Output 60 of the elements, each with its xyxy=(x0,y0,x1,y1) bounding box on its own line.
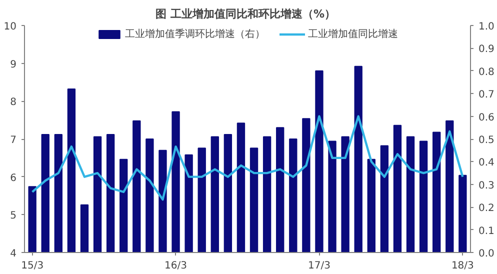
bar xyxy=(210,136,219,252)
y2-tick-label: 0.2 xyxy=(478,203,494,214)
bar xyxy=(458,174,467,252)
y2-tick-label: 0.7 xyxy=(478,90,494,101)
x-tick-label: 17/3 xyxy=(308,260,330,272)
bar xyxy=(28,186,36,252)
y2-tick-label: 0.0 xyxy=(478,248,494,260)
bar xyxy=(367,158,376,252)
y2-tick-label: 0.9 xyxy=(478,44,494,56)
bar xyxy=(172,111,180,252)
bar xyxy=(120,158,128,252)
line-series xyxy=(31,115,464,201)
bar xyxy=(315,70,324,252)
bar xyxy=(41,134,50,252)
bar xyxy=(262,136,272,252)
x-tick-label: 16/3 xyxy=(164,260,188,272)
bar xyxy=(276,127,284,252)
y2-tick-label: 0.5 xyxy=(478,135,494,146)
bar xyxy=(289,138,298,252)
bar xyxy=(250,148,258,252)
x-tick-label: 18/3 xyxy=(451,260,474,272)
bar xyxy=(446,120,454,252)
bar xyxy=(184,154,193,252)
bar xyxy=(236,122,246,252)
bar xyxy=(406,136,415,252)
y-tick-label: 5 xyxy=(10,210,17,222)
bar xyxy=(419,140,428,252)
y2-tick-label: 1.0 xyxy=(478,22,494,32)
bar xyxy=(67,88,76,252)
legend-label: 工业增加值同比增速 xyxy=(308,28,398,41)
bar xyxy=(354,66,362,252)
x-tick-label: 15/3 xyxy=(21,260,44,272)
y-tick-label: 9 xyxy=(10,59,17,70)
y2-tick-label: 0.3 xyxy=(478,180,494,192)
bar xyxy=(328,140,336,252)
bar xyxy=(380,145,389,252)
bar xyxy=(93,136,102,252)
chart-title: 图 工业增加值同比和环比增速（%） xyxy=(156,8,336,20)
bar xyxy=(393,124,402,252)
bar xyxy=(432,132,441,252)
bar xyxy=(341,136,350,252)
bar xyxy=(54,134,62,252)
y-tick-label: 7 xyxy=(10,135,17,146)
y-tick-label: 4 xyxy=(10,248,17,260)
y2-tick-label: 0.6 xyxy=(478,112,494,124)
y-tick-label: 6 xyxy=(10,172,17,184)
y2-tick-label: 0.1 xyxy=(478,226,494,237)
bar xyxy=(158,150,167,252)
y2-tick-label: 0.8 xyxy=(478,66,494,78)
bar xyxy=(80,204,89,252)
y-tick-label: 10 xyxy=(4,22,17,32)
legend-label: 工业增加值季调环比增速（右） xyxy=(125,28,265,41)
y2-tick-label: 0.4 xyxy=(478,158,494,169)
bar xyxy=(302,118,310,252)
bar xyxy=(224,134,232,252)
bar xyxy=(146,138,154,252)
bar xyxy=(106,134,115,252)
bar xyxy=(198,148,206,252)
bar xyxy=(132,120,141,252)
y-tick-label: 8 xyxy=(10,97,17,108)
